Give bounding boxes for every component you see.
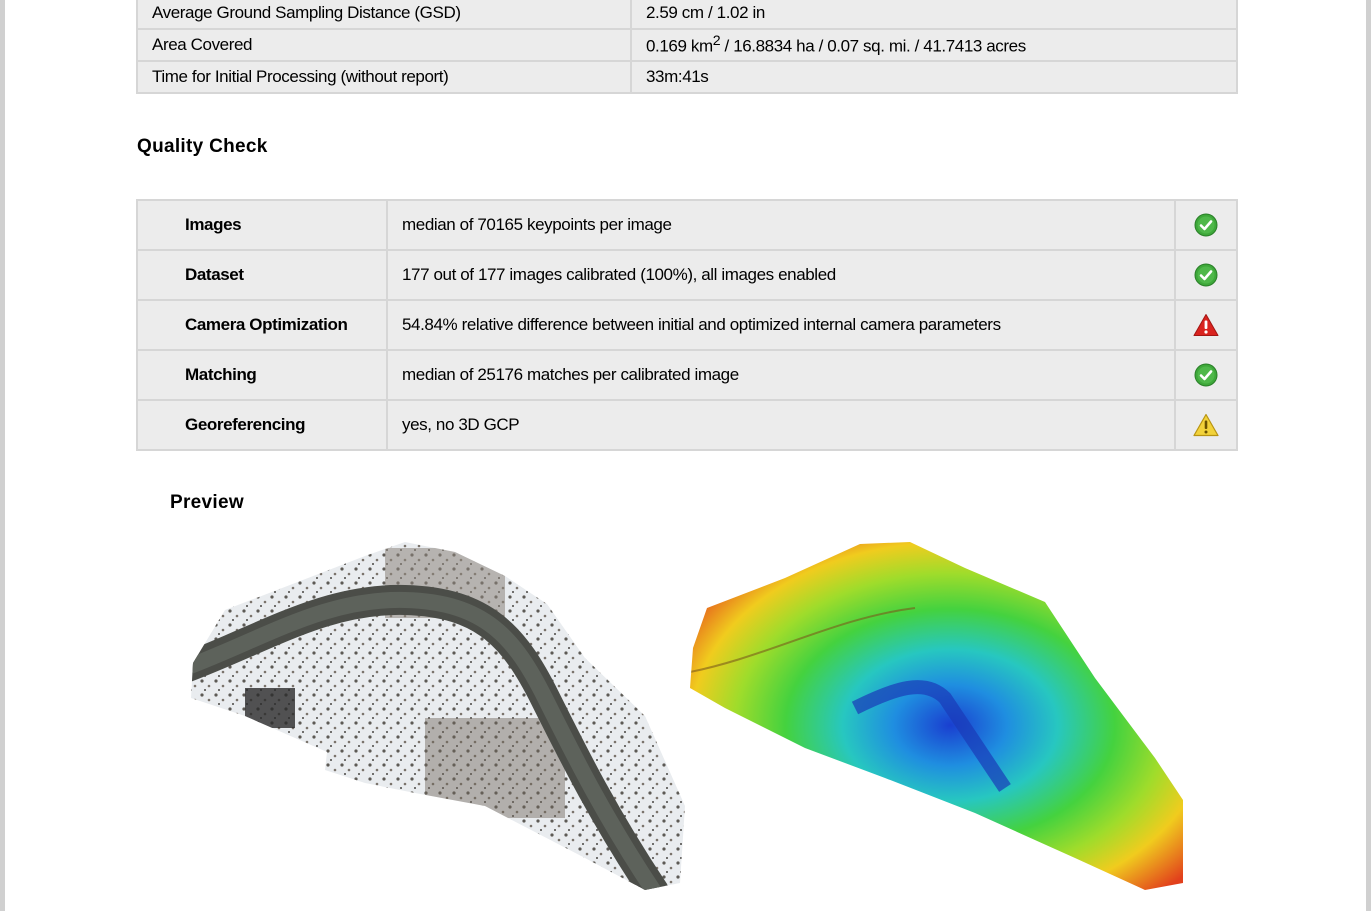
qc-description: median of 25176 matches per calibrated i… xyxy=(386,349,1176,401)
quality-check-heading: Quality Check xyxy=(137,136,268,157)
table-row: Time for Initial Processing (without rep… xyxy=(136,60,1238,94)
qc-status xyxy=(1174,299,1238,351)
qc-label: Georeferencing xyxy=(136,399,388,451)
qc-description: 54.84% relative difference between initi… xyxy=(386,299,1176,351)
table-row: Images median of 70165 keypoints per ima… xyxy=(136,199,1238,251)
page-edge-left xyxy=(0,0,5,911)
error-triangle-icon xyxy=(1193,314,1219,336)
table-row: Camera Optimization 54.84% relative diff… xyxy=(136,299,1238,351)
summary-key: Average Ground Sampling Distance (GSD) xyxy=(136,0,632,30)
qc-description: median of 70165 keypoints per image xyxy=(386,199,1176,251)
summary-key: Area Covered xyxy=(136,28,632,62)
summary-value: 33m:41s xyxy=(630,60,1238,94)
qc-label: Camera Optimization xyxy=(136,299,388,351)
qc-status xyxy=(1174,249,1238,301)
area-value-rest: / 16.8834 ha / 0.07 sq. mi. / 41.7413 ac… xyxy=(720,36,1027,56)
qc-label: Dataset xyxy=(136,249,388,301)
qc-description: 177 out of 177 images calibrated (100%),… xyxy=(386,249,1176,301)
check-circle-icon xyxy=(1194,263,1218,287)
qc-status xyxy=(1174,349,1238,401)
qc-description: yes, no 3D GCP xyxy=(386,399,1176,451)
table-row: Dataset 177 out of 177 images calibrated… xyxy=(136,249,1238,301)
table-row: Area Covered 0.169 km2 / 16.8834 ha / 0.… xyxy=(136,28,1238,62)
area-value-superscript: 2 xyxy=(712,33,721,50)
summary-value: 2.59 cm / 1.02 in xyxy=(630,0,1238,30)
table-row: Georeferencing yes, no 3D GCP xyxy=(136,399,1238,451)
qc-status xyxy=(1174,399,1238,451)
quality-check-table: Images median of 70165 keypoints per ima… xyxy=(136,199,1238,451)
dsm-preview xyxy=(690,542,1183,890)
check-circle-icon xyxy=(1194,363,1218,387)
qc-label: Matching xyxy=(136,349,388,401)
qc-label: Images xyxy=(136,199,388,251)
orthomosaic-preview xyxy=(191,542,685,890)
table-row: Average Ground Sampling Distance (GSD) 2… xyxy=(136,0,1238,30)
warning-triangle-icon xyxy=(1193,413,1219,437)
summary-value: 0.169 km2 / 16.8834 ha / 0.07 sq. mi. / … xyxy=(630,28,1238,62)
page-edge-right xyxy=(1366,0,1371,911)
summary-key: Time for Initial Processing (without rep… xyxy=(136,60,632,94)
qc-status xyxy=(1174,199,1238,251)
preview-heading: Preview xyxy=(170,492,244,513)
check-circle-icon xyxy=(1194,213,1218,237)
table-row: Matching median of 25176 matches per cal… xyxy=(136,349,1238,401)
area-value-main: 0.169 km xyxy=(646,36,713,56)
summary-table: Average Ground Sampling Distance (GSD) 2… xyxy=(136,0,1238,94)
